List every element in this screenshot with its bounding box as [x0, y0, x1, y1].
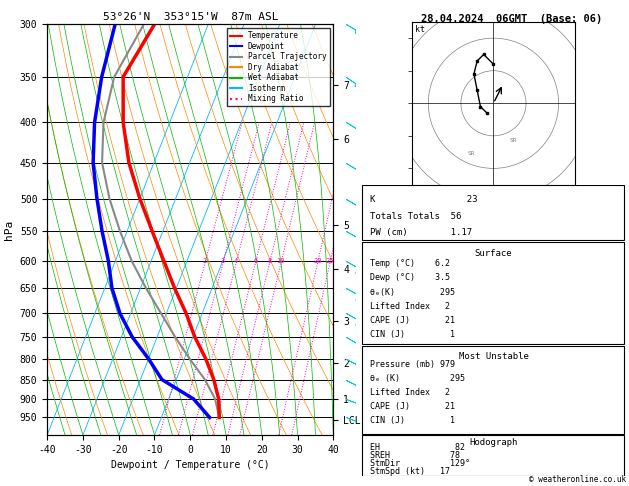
Text: 25: 25 [325, 258, 334, 264]
Text: SR: SR [509, 139, 517, 143]
Text: 3: 3 [221, 258, 225, 264]
FancyBboxPatch shape [362, 185, 625, 240]
Text: StmDir          129°: StmDir 129° [370, 459, 470, 468]
Text: StmSpd (kt)   17: StmSpd (kt) 17 [370, 467, 450, 476]
Text: 8: 8 [267, 258, 272, 264]
Text: 4: 4 [234, 258, 238, 264]
Text: θₑ(K)         295: θₑ(K) 295 [370, 288, 455, 296]
Text: Lifted Index   2: Lifted Index 2 [370, 388, 450, 397]
Text: kt: kt [415, 25, 425, 34]
FancyBboxPatch shape [362, 435, 625, 476]
Text: Lifted Index   2: Lifted Index 2 [370, 302, 450, 311]
Y-axis label: km
ASL: km ASL [366, 221, 388, 239]
Text: 2: 2 [203, 258, 207, 264]
Text: 10: 10 [277, 258, 285, 264]
Text: 6: 6 [253, 258, 257, 264]
Legend: Temperature, Dewpoint, Parcel Trajectory, Dry Adiabat, Wet Adiabat, Isotherm, Mi: Temperature, Dewpoint, Parcel Trajectory… [227, 28, 330, 106]
Text: © weatheronline.co.uk: © weatheronline.co.uk [529, 474, 626, 484]
Title: 53°26'N  353°15'W  87m ASL: 53°26'N 353°15'W 87m ASL [103, 12, 278, 22]
Text: K                 23: K 23 [370, 195, 478, 204]
Text: Most Unstable: Most Unstable [459, 352, 528, 361]
Text: CAPE (J)       21: CAPE (J) 21 [370, 316, 455, 325]
Text: Totals Totals  56: Totals Totals 56 [370, 211, 462, 221]
Text: θₑ (K)          295: θₑ (K) 295 [370, 374, 465, 383]
Text: SR: SR [467, 151, 475, 156]
Text: SREH            78: SREH 78 [370, 451, 460, 460]
Text: Dewp (°C)    3.5: Dewp (°C) 3.5 [370, 274, 450, 282]
Text: Surface: Surface [475, 249, 512, 258]
Text: CIN (J)         1: CIN (J) 1 [370, 416, 455, 425]
FancyBboxPatch shape [362, 242, 625, 344]
Text: Hodograph: Hodograph [469, 438, 518, 447]
Text: PW (cm)        1.17: PW (cm) 1.17 [370, 228, 472, 237]
Text: Temp (°C)    6.2: Temp (°C) 6.2 [370, 260, 450, 268]
Text: EH               82: EH 82 [370, 443, 465, 452]
FancyBboxPatch shape [362, 346, 625, 434]
Text: 20: 20 [313, 258, 321, 264]
Y-axis label: hPa: hPa [4, 220, 14, 240]
Text: CAPE (J)       21: CAPE (J) 21 [370, 402, 455, 411]
Text: 28.04.2024  06GMT  (Base: 06): 28.04.2024 06GMT (Base: 06) [421, 14, 603, 24]
X-axis label: Dewpoint / Temperature (°C): Dewpoint / Temperature (°C) [111, 460, 270, 470]
Text: Pressure (mb) 979: Pressure (mb) 979 [370, 360, 455, 369]
Text: CIN (J)         1: CIN (J) 1 [370, 330, 455, 339]
